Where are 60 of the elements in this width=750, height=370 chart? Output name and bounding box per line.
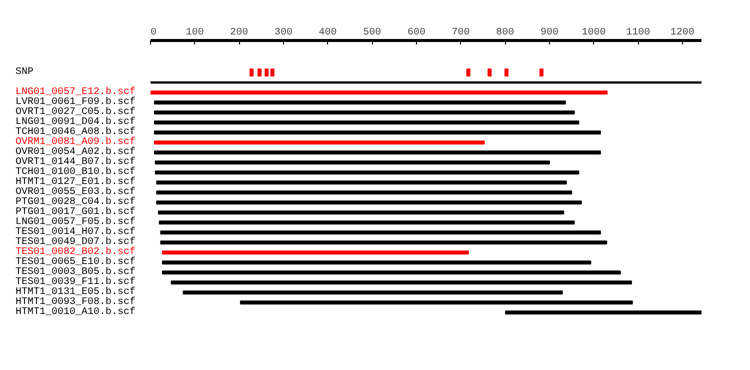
x-tick-label: 800 (496, 28, 514, 38)
y-tick-label: SNP (16, 67, 34, 78)
x-tick-label: 400 (318, 28, 337, 38)
y-tick-label: TES01_0065_E10.b.scf (16, 256, 136, 268)
y-tick-label: OVRM1_0081_A09.b.scf (16, 136, 136, 148)
y-tick-label: OVR01_0054_A02.b.scf (16, 146, 136, 158)
bar (158, 210, 564, 214)
x-tick-label: 900 (540, 28, 558, 38)
bar (170, 280, 632, 284)
bar (160, 240, 608, 244)
bar (162, 260, 592, 264)
y-tick-label: LNG01_0057_F05.b.scf (16, 216, 136, 228)
x-tick-label: 200 (230, 28, 248, 38)
x-tick-label: 1200 (670, 28, 694, 38)
bar (156, 190, 572, 194)
bar (154, 170, 580, 174)
y-tick-label: LNG01_0057_E12.b.scf (16, 86, 136, 98)
y-tick-label: TCH01_0046_A08.b.scf (16, 126, 136, 138)
y-tick-label: OVR01_0055_E03.b.scf (16, 186, 136, 198)
bar (160, 230, 601, 234)
bar (505, 310, 702, 314)
bar (154, 110, 575, 114)
x-tick-label: 1100 (626, 28, 650, 38)
bar (154, 130, 601, 134)
bar (150, 90, 608, 94)
y-tick-label: TES01_0039_F11.b.scf (16, 276, 136, 288)
y-tick-label: OVRT1_0027_C05.b.scf (16, 106, 136, 118)
y-tick-label: PTG01_0028_C04.b.scf (16, 196, 136, 208)
y-tick-label: HTMT1_0127_E01.b.scf (16, 176, 136, 188)
bar (154, 160, 550, 164)
bar (154, 100, 566, 104)
bar (162, 270, 621, 274)
x-tick-label: 1000 (582, 28, 606, 38)
x-tick-label: 100 (186, 28, 204, 38)
bar (154, 120, 580, 124)
y-tick-label: OVRT1_0144_B07.b.scf (16, 156, 136, 168)
bar (156, 200, 582, 204)
bar (154, 150, 601, 154)
bar (182, 290, 563, 294)
y-tick-label: TCH01_0100_B10.b.scf (16, 166, 136, 178)
x-tick-label: 600 (407, 28, 426, 38)
x-tick-label: 500 (363, 28, 382, 38)
y-tick-label: TES01_0082_B02.b.scf (16, 246, 136, 258)
bar (158, 220, 575, 224)
y-tick-label: TES01_0003_B05.b.scf (16, 266, 136, 278)
y-tick-label: HTMT1_0010_A10.b.scf (16, 306, 136, 318)
y-tick-label: TES01_0014_H07.b.scf (16, 226, 136, 238)
y-tick-label: PTG01_0017_G01.b.scf (16, 206, 136, 218)
bar (154, 140, 485, 144)
y-tick-label: HTMT1_0131_E05.b.scf (16, 286, 136, 298)
x-tick-label: 0 (150, 28, 157, 38)
x-tick-label: 300 (274, 28, 292, 38)
bar (240, 300, 633, 304)
y-tick-label: TES01_0049_D07.b.scf (16, 236, 136, 248)
bar (156, 180, 567, 184)
y-tick-label: HTMT1_0093_F08.b.scf (16, 296, 136, 308)
bar (162, 250, 469, 254)
y-tick-label: LNG01_0091_D04.b.scf (16, 116, 136, 128)
x-tick-label: 700 (452, 28, 470, 38)
y-tick-label: LVR01_0061_F09.b.scf (16, 96, 136, 108)
